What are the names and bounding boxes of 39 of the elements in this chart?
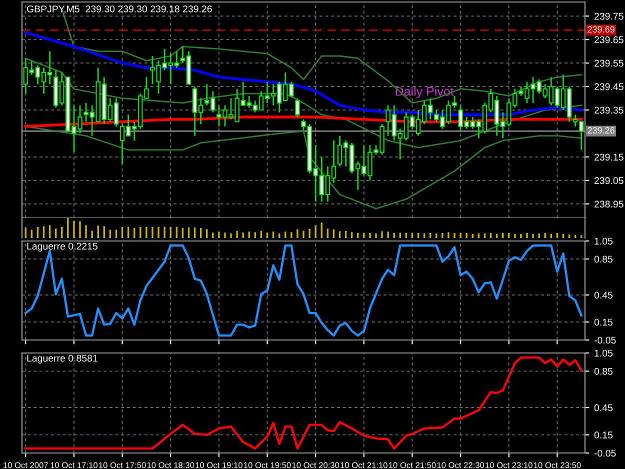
y-tick-label: -0.05 (594, 336, 616, 344)
y-tick-label: 239.45 (594, 83, 624, 90)
x-tick-label: 10 Oct 18:30 (147, 462, 194, 468)
y-tick-label: 239.75 (594, 12, 624, 20)
candlestick (295, 98, 300, 118)
y-tick-label: 238.95 (594, 200, 624, 208)
y-tick-label: 0.45 (594, 292, 613, 299)
y-tick-label: 239.55 (594, 60, 624, 67)
y-tick-label: 239.15 (594, 154, 624, 161)
ref-line-label: 239.69 (588, 26, 614, 33)
x-tick-label: 10 Oct 21:50 (389, 462, 436, 468)
y-tick-label: 1.05 (594, 238, 613, 245)
y-tick-label: 0.15 (594, 318, 613, 326)
x-tick-label: 10 Oct 21:10 (340, 462, 388, 468)
y-tick-label: 1.05 (594, 350, 613, 357)
y-tick-label: 0.85 (594, 256, 613, 263)
y-tick-label: 0.15 (594, 432, 613, 438)
x-tick-label: 10 Oct 19:10 (196, 462, 242, 468)
chart-title: GBPJPY,M5 239.30 239.30 239.18 239.26 (26, 5, 212, 14)
x-tick-label: 10 Oct 20:30 (292, 462, 340, 468)
line-series (24, 58, 582, 148)
y-tick-label: 0.85 (594, 368, 613, 375)
y-tick-label: 239.05 (594, 177, 624, 184)
chart-title: Laguerre 0.8581 (27, 354, 98, 364)
x-tick-label: 10 Oct 23:10 (486, 462, 532, 468)
ref-line-label: 239.26 (588, 127, 614, 134)
x-tick-label: 10 Oct 17:50 (99, 462, 146, 468)
line-series (24, 244, 582, 337)
line-series (24, 356, 582, 450)
x-tick-label: 10 Oct 22:30 (437, 462, 484, 468)
y-tick-label: 239.35 (594, 106, 624, 114)
x-tick-label: 10 Oct 19:50 (244, 462, 291, 468)
x-tick-label: 10 Oct 17:10 (50, 462, 98, 468)
y-tick-label: 239.65 (594, 36, 624, 44)
x-tick-label: 10 Oct 23:50 (534, 462, 581, 468)
chart-title: Laguerre 0.2215 (27, 242, 98, 252)
y-tick-label: -0.05 (594, 450, 616, 457)
y-tick-label: 0.45 (594, 404, 613, 412)
x-tick-label: 10 Oct 2007 (4, 462, 48, 468)
